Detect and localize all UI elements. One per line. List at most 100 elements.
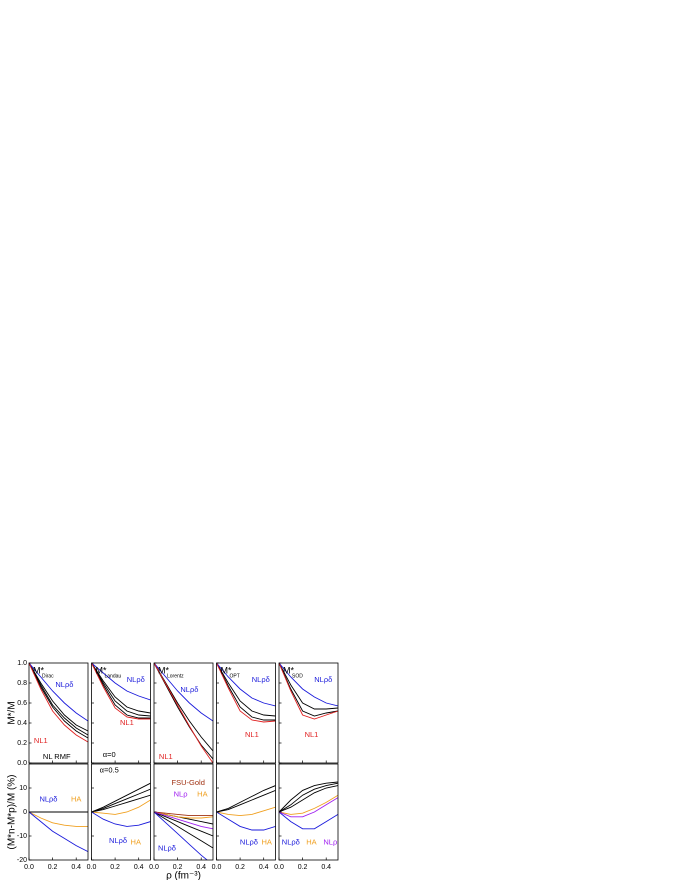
annotation: NLρδ: [127, 675, 145, 684]
frame: [91, 662, 151, 764]
annotation: HA: [131, 838, 141, 847]
curve: [154, 811, 213, 819]
annotation: HA: [261, 838, 271, 847]
curve: [91, 782, 151, 813]
annotation: NLρδ: [282, 838, 300, 847]
curve: [154, 811, 213, 849]
panel-label-sub: OPT: [230, 673, 240, 679]
x-tick-label: 0.2: [173, 864, 183, 871]
curve: [279, 663, 338, 707]
y-axis-label: (M*n-M*p)/M (%): [7, 775, 18, 850]
curve: [279, 663, 338, 710]
annotation: NLρ: [174, 790, 188, 799]
curve: [279, 785, 338, 813]
x-tick-label: 0.0: [87, 864, 97, 871]
frame: [278, 662, 339, 764]
plot-area: [29, 663, 88, 743]
plot-area: [91, 663, 151, 720]
y-tick-label: 0.2: [17, 740, 27, 747]
y-tick-label: -10: [17, 833, 27, 840]
curve: [91, 663, 151, 719]
annotation: α=0.5: [100, 766, 119, 775]
curve: [154, 811, 213, 830]
panel-label: M*: [221, 665, 232, 675]
curve: [29, 663, 88, 722]
curve: [216, 811, 276, 831]
panel-label-sub: SOD: [292, 673, 303, 679]
y-tick-label: 10: [19, 785, 27, 792]
y-axis-label: M*/M: [7, 701, 18, 724]
x-tick-label: 0.4: [259, 864, 269, 871]
annotation: HA: [197, 790, 207, 799]
annotation: NL1: [245, 730, 259, 739]
curve: [279, 663, 338, 717]
x-tick-label: 0.2: [298, 864, 308, 871]
x-tick-label: 0.0: [212, 864, 222, 871]
annotation: NLρδ: [158, 843, 176, 852]
annotation: NLρ: [323, 838, 337, 847]
curve: [91, 788, 151, 813]
annotation: NLρδ: [39, 795, 57, 804]
x-tick-label: 0.4: [321, 864, 331, 871]
curve: [91, 663, 151, 720]
annotation: NLρδ: [240, 838, 258, 847]
annotation: FSU-Gold: [172, 778, 205, 787]
plot-area: [154, 663, 213, 763]
x-tick-label: 0.4: [71, 864, 81, 871]
frame: [28, 662, 89, 764]
curve: [216, 663, 276, 723]
annotation: NLρδ: [252, 675, 270, 684]
curve: [91, 811, 151, 827]
curve: [29, 811, 88, 827]
curve: [216, 663, 276, 717]
annotation: NLρδ: [180, 685, 198, 694]
x-tick-label: 0.2: [48, 864, 58, 871]
annotation: NL1: [34, 736, 48, 745]
curve: [279, 781, 338, 813]
annotation: NLρδ: [109, 836, 127, 845]
frame: [153, 662, 214, 764]
curve: [154, 811, 213, 837]
curve: [279, 811, 338, 830]
panel-label: M*: [283, 665, 294, 675]
x-tick-label: 0.2: [110, 864, 120, 871]
x-tick-label: 0.4: [134, 864, 144, 871]
x-tick-label: 0.4: [196, 864, 206, 871]
annotation: NL1: [159, 752, 173, 761]
curve: [216, 663, 276, 707]
x-axis-label: ρ (fm⁻³): [166, 871, 201, 880]
y-tick-label: 0.6: [17, 700, 27, 707]
curve: [216, 785, 276, 813]
curve: [91, 799, 151, 815]
curve: [91, 663, 151, 701]
curve: [279, 794, 338, 815]
plot-area: [279, 781, 338, 830]
plot-area: [279, 663, 338, 720]
curve: [216, 806, 276, 817]
annotation: NL1: [305, 730, 319, 739]
curve: [91, 663, 151, 717]
curve: [279, 782, 338, 813]
curve: [154, 663, 213, 763]
curve: [154, 811, 208, 860]
y-tick-label: 1.0: [17, 660, 27, 667]
y-tick-label: -20: [17, 857, 27, 864]
annotation: HA: [71, 795, 81, 804]
curve: [29, 811, 88, 853]
y-tick-label: 0: [23, 809, 27, 816]
curve: [91, 663, 151, 714]
panel-label: M*: [33, 665, 44, 675]
x-tick-label: 0.0: [274, 864, 284, 871]
annotation: NL1: [120, 718, 134, 727]
plot-area: [29, 811, 88, 853]
panel-label-sub: Landau: [105, 673, 122, 679]
x-tick-label: 0.2: [235, 864, 245, 871]
x-tick-label: 0.0: [149, 864, 159, 871]
curve: [29, 663, 88, 743]
panel-label: M*: [158, 665, 169, 675]
y-tick-label: 0.8: [17, 680, 27, 687]
curve: [216, 789, 276, 813]
curve: [29, 663, 88, 739]
plot-area: [91, 782, 151, 827]
